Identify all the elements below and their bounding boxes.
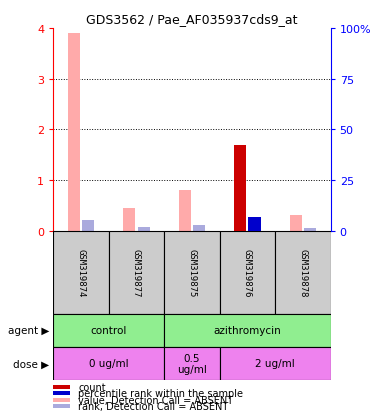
Bar (82, 220, 94, 231)
Bar (179, 191, 191, 231)
Bar (193, 225, 205, 231)
Bar (123, 209, 135, 231)
Bar (53, 404, 70, 408)
Bar (304, 228, 316, 231)
Text: control: control (90, 325, 127, 335)
Bar (68, 34, 80, 231)
Text: dose ▶: dose ▶ (13, 358, 49, 368)
Text: 0 ug/ml: 0 ug/ml (89, 358, 128, 368)
Bar (53, 385, 70, 389)
Bar (220, 231, 275, 314)
Text: GSM319878: GSM319878 (298, 249, 307, 297)
Bar (53, 398, 70, 401)
Bar (164, 314, 331, 347)
Text: GSM319876: GSM319876 (243, 249, 252, 297)
Bar (53, 347, 164, 380)
Text: GSM319875: GSM319875 (187, 249, 196, 297)
Text: agent ▶: agent ▶ (8, 325, 49, 335)
Text: count: count (78, 382, 106, 392)
Text: GSM319874: GSM319874 (76, 249, 86, 297)
Bar (138, 227, 150, 231)
Bar (275, 231, 331, 314)
Text: 2 ug/ml: 2 ug/ml (255, 358, 295, 368)
Bar (109, 231, 164, 314)
Bar (234, 145, 246, 231)
Bar (53, 392, 70, 395)
Text: GSM319877: GSM319877 (132, 249, 141, 297)
Text: 0.5
ug/ml: 0.5 ug/ml (177, 353, 207, 374)
Title: GDS3562 / Pae_AF035937cds9_at: GDS3562 / Pae_AF035937cds9_at (86, 13, 298, 26)
Bar (290, 215, 302, 231)
Bar (164, 231, 220, 314)
Text: percentile rank within the sample: percentile rank within the sample (78, 388, 243, 399)
Bar (164, 347, 220, 380)
Bar (220, 347, 331, 380)
Bar (53, 314, 164, 347)
Text: value, Detection Call = ABSENT: value, Detection Call = ABSENT (78, 394, 233, 405)
Text: azithromycin: azithromycin (214, 325, 281, 335)
Bar (249, 217, 261, 231)
Text: rank, Detection Call = ABSENT: rank, Detection Call = ABSENT (78, 401, 228, 411)
Bar (53, 231, 109, 314)
